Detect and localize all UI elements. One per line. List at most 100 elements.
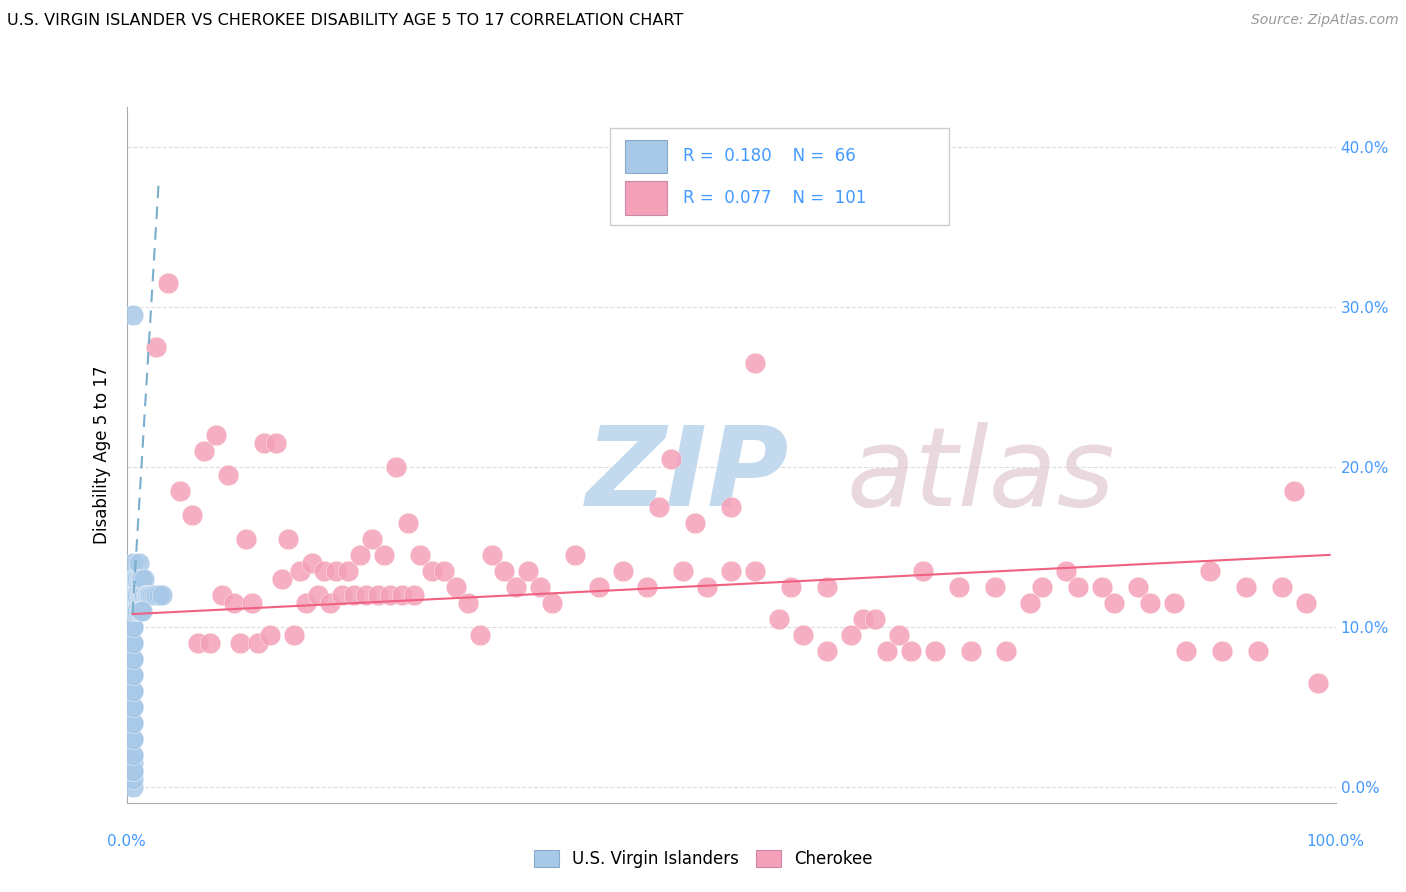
Point bbox=[240, 596, 263, 610]
Point bbox=[1247, 644, 1270, 658]
Point bbox=[141, 588, 163, 602]
Point bbox=[1199, 564, 1222, 578]
Point bbox=[121, 772, 143, 786]
Point bbox=[136, 588, 159, 602]
Point bbox=[540, 596, 562, 610]
Point bbox=[863, 612, 886, 626]
Point bbox=[193, 444, 215, 458]
Point bbox=[121, 604, 143, 618]
Point bbox=[169, 483, 191, 498]
Point bbox=[924, 644, 946, 658]
Point bbox=[121, 731, 143, 746]
Point bbox=[129, 572, 152, 586]
Point bbox=[121, 636, 143, 650]
Point bbox=[121, 756, 143, 770]
Point bbox=[659, 451, 682, 466]
Point bbox=[121, 731, 143, 746]
Point bbox=[253, 436, 276, 450]
Point bbox=[1295, 596, 1317, 610]
Point bbox=[1139, 596, 1161, 610]
Point bbox=[134, 588, 156, 602]
Point bbox=[1019, 596, 1042, 610]
Point bbox=[1211, 644, 1233, 658]
Point bbox=[1234, 580, 1257, 594]
Point bbox=[129, 604, 152, 618]
Point bbox=[135, 588, 157, 602]
Point bbox=[744, 356, 766, 370]
FancyBboxPatch shape bbox=[624, 181, 666, 215]
Point bbox=[145, 340, 167, 354]
Point bbox=[129, 588, 152, 602]
Point bbox=[143, 588, 166, 602]
Point bbox=[121, 668, 143, 682]
Point bbox=[121, 747, 143, 762]
Point bbox=[125, 604, 148, 618]
Point bbox=[911, 564, 934, 578]
Point bbox=[235, 532, 257, 546]
Point bbox=[343, 588, 366, 602]
Point bbox=[1067, 580, 1090, 594]
Point bbox=[1031, 580, 1053, 594]
Point bbox=[134, 572, 156, 586]
Point bbox=[124, 572, 146, 586]
Point bbox=[367, 588, 389, 602]
Point bbox=[229, 636, 252, 650]
Point bbox=[385, 459, 408, 474]
Point bbox=[145, 588, 167, 602]
Point bbox=[349, 548, 371, 562]
Point bbox=[121, 668, 143, 682]
Point bbox=[1054, 564, 1077, 578]
Point bbox=[1163, 596, 1185, 610]
Point bbox=[128, 604, 150, 618]
Point bbox=[127, 604, 149, 618]
Point bbox=[121, 780, 143, 794]
Point bbox=[588, 580, 610, 594]
Point bbox=[900, 644, 922, 658]
Point bbox=[121, 683, 143, 698]
Point bbox=[148, 588, 170, 602]
Point bbox=[1128, 580, 1150, 594]
Point bbox=[121, 572, 143, 586]
Text: ZIP: ZIP bbox=[586, 422, 790, 529]
Point bbox=[127, 588, 149, 602]
Point bbox=[205, 428, 228, 442]
Point bbox=[696, 580, 718, 594]
Point bbox=[128, 604, 150, 618]
Point bbox=[1271, 580, 1294, 594]
FancyBboxPatch shape bbox=[610, 128, 949, 226]
Point bbox=[121, 764, 143, 778]
Point bbox=[516, 564, 538, 578]
Point bbox=[187, 636, 209, 650]
Point bbox=[121, 683, 143, 698]
Point bbox=[131, 572, 153, 586]
Point bbox=[409, 548, 432, 562]
Point bbox=[200, 636, 222, 650]
Point bbox=[505, 580, 527, 594]
Point bbox=[128, 572, 150, 586]
Point bbox=[121, 699, 143, 714]
Point bbox=[983, 580, 1005, 594]
Point bbox=[402, 588, 425, 602]
Point bbox=[131, 604, 153, 618]
Point bbox=[1306, 676, 1329, 690]
Point bbox=[839, 628, 862, 642]
Point bbox=[612, 564, 634, 578]
Point bbox=[948, 580, 970, 594]
Point bbox=[122, 588, 145, 602]
Point bbox=[127, 572, 149, 586]
Point bbox=[444, 580, 467, 594]
Point bbox=[121, 620, 143, 634]
Point bbox=[121, 588, 143, 602]
Point bbox=[852, 612, 875, 626]
FancyBboxPatch shape bbox=[624, 140, 666, 173]
Point bbox=[1102, 596, 1125, 610]
Point bbox=[247, 636, 270, 650]
Point bbox=[396, 516, 419, 530]
Point bbox=[121, 620, 143, 634]
Text: R =  0.077    N =  101: R = 0.077 N = 101 bbox=[683, 189, 866, 207]
Point bbox=[373, 548, 395, 562]
Text: R =  0.180    N =  66: R = 0.180 N = 66 bbox=[683, 147, 855, 165]
Point bbox=[648, 500, 671, 514]
Point bbox=[720, 500, 742, 514]
Point bbox=[283, 628, 305, 642]
